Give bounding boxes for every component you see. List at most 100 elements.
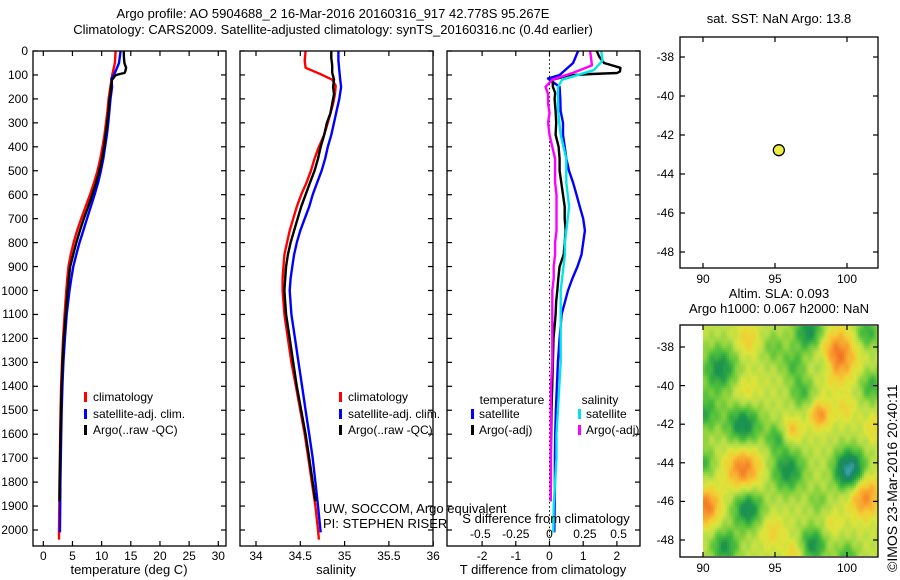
map-ytick-label: -40 xyxy=(656,89,674,103)
legend-marker-climatology xyxy=(84,392,87,402)
axes-box-sla xyxy=(679,324,879,558)
map-xtick-label: 95 xyxy=(768,272,782,286)
salinity-xtick-label: 35.5 xyxy=(377,549,401,563)
sdiff-xtick-label: -0.25 xyxy=(502,527,530,541)
tdiff-xtick-label: -2 xyxy=(476,549,488,563)
salinity-xlabel: salinity xyxy=(316,562,356,577)
depth-ytick-label: 1000 xyxy=(1,283,28,298)
legend-group-title-temperature: temperature xyxy=(479,393,545,407)
sla-ytick-label: -42 xyxy=(656,417,674,432)
temperature-xtick-label: 0 xyxy=(39,549,47,563)
map-ytick-label: -46 xyxy=(656,206,674,220)
curve-temperature_profile-argo---raw--qc- xyxy=(58,51,128,502)
legend-marker-argo--adj- xyxy=(471,425,474,435)
depth-ytick-label: 2000 xyxy=(1,523,28,537)
depth-ytick-label: 700 xyxy=(7,211,28,226)
temperature-xtick-label: 20 xyxy=(153,549,167,563)
map-ytick-label: -48 xyxy=(656,245,674,259)
annotation-pi: PI: STEPHEN RISER xyxy=(323,516,448,531)
imos-watermark: ©IMOS 23-Mar-2016 20:40:11 xyxy=(884,384,900,572)
legend-label-climatology: climatology xyxy=(93,390,154,404)
salinity-xtick-label: 35 xyxy=(337,549,352,563)
depth-ytick-label: 100 xyxy=(7,67,28,82)
salinity-xtick-label: 34 xyxy=(249,549,263,563)
temperature-xtick-label: 25 xyxy=(182,549,196,563)
legend-marker-satellite-adj--clim- xyxy=(339,408,342,419)
depth-ytick-label: 1600 xyxy=(1,427,28,442)
annotation-institution: UW, SOCCOM, Argo equivalent xyxy=(323,501,507,516)
temperature-xtick-label: 15 xyxy=(124,549,138,563)
map-xtick-label: 90 xyxy=(696,272,710,286)
depth-ytick-label: 200 xyxy=(7,91,28,106)
legend-marker-satellite-adj--clim- xyxy=(84,408,87,419)
tdiff-xtick-label: 0 xyxy=(546,549,553,563)
curve-diff-salinity-satellite xyxy=(552,51,604,533)
legend-label-argo--adj-: Argo(-adj) xyxy=(479,423,533,437)
sdiff-xtick-label: 0.25 xyxy=(573,527,597,541)
figure-title-line1: Argo profile: AO 5904688_2 16-Mar-2016 2… xyxy=(116,6,550,21)
sla-xtick-label: 90 xyxy=(696,561,710,575)
sla-ytick-label: -44 xyxy=(656,455,674,470)
depth-ytick-label: 600 xyxy=(7,187,28,202)
depth-ytick-label: 1800 xyxy=(1,475,28,490)
figure-title-line2: Climatology: CARS2009. Satellite-adjuste… xyxy=(73,22,593,37)
sla-title-line1: Altim. SLA: 0.093 xyxy=(728,286,830,301)
depth-ytick-label: 1400 xyxy=(1,379,28,394)
axes-box-map xyxy=(679,36,879,269)
legend-label-satellite-adj--clim-: satellite-adj. clim. xyxy=(93,406,186,421)
legend-marker-argo---raw--qc- xyxy=(339,425,342,435)
sdiff-xlabel: S difference from climatology xyxy=(462,511,630,526)
depth-ytick-label: 300 xyxy=(7,115,28,130)
sdiff-xtick-label: -0.5 xyxy=(470,527,491,541)
sla-ytick-label: -38 xyxy=(656,340,674,354)
map-ytick-label: -44 xyxy=(656,167,674,181)
legend-label-satellite-adj--clim-: satellite-adj. clim. xyxy=(348,406,441,421)
depth-ytick-label: 900 xyxy=(7,259,28,274)
tdiff-xtick-label: 1 xyxy=(579,549,587,563)
temperature-xtick-label: 10 xyxy=(94,549,109,563)
sla-ytick-label: -40 xyxy=(656,378,674,393)
map-title: sat. SST: NaN Argo: 13.8 xyxy=(706,11,852,26)
sla-heatmap-image xyxy=(703,326,878,556)
legend-label-satellite: satellite xyxy=(479,407,520,421)
tdiff-xtick-label: 2 xyxy=(613,549,621,563)
depth-ytick-label: 1200 xyxy=(1,331,28,346)
curve-diff-temperature-satellite xyxy=(546,51,587,533)
depth-ytick-label: 1900 xyxy=(1,499,28,514)
axes-box-p3 xyxy=(446,50,641,547)
curve-diff-salinity-argo--adj- xyxy=(544,51,594,502)
legend-label-argo--adj-: Argo(-adj) xyxy=(586,423,640,437)
legend-marker-climatology xyxy=(339,392,342,402)
legend-marker-argo--adj- xyxy=(578,425,581,435)
sla-ytick-label: -46 xyxy=(656,494,674,509)
sla-title-line2: Argo h1000: 0.067 h2000: NaN xyxy=(689,301,869,316)
axes-box-p1 xyxy=(32,50,227,547)
map-xtick-label: 100 xyxy=(836,272,858,286)
temperature-xtick-label: 30 xyxy=(211,549,225,563)
depth-ytick-label: 400 xyxy=(7,139,28,154)
legend-marker-satellite xyxy=(578,409,581,419)
depth-ytick-label: 1700 xyxy=(1,451,28,466)
sla-xtick-label: 100 xyxy=(836,561,858,575)
salinity-xtick-label: 36 xyxy=(426,549,440,563)
legend-group-title-salinity: salinity xyxy=(581,393,619,407)
legend-label-climatology: climatology xyxy=(348,390,409,404)
map-ytick-label: -38 xyxy=(656,50,674,64)
depth-ytick-label: 1100 xyxy=(2,307,28,322)
tdiff-xlabel: T difference from climatology xyxy=(459,562,627,577)
curve-salinity_profile-satellite-adj--clim- xyxy=(288,51,343,533)
curve-salinity_profile-argo---raw--qc- xyxy=(283,51,336,502)
legend-marker-satellite xyxy=(471,409,474,419)
sla-ytick-label: -48 xyxy=(656,533,674,547)
temperature-xlabel: temperature (deg C) xyxy=(70,562,188,577)
argo-float-position-marker xyxy=(772,144,785,157)
temperature-xtick-label: 5 xyxy=(69,549,76,563)
legend-label-satellite: satellite xyxy=(586,407,627,421)
legend-label-argo---raw--qc-: Argo(..raw -QC) xyxy=(348,423,433,437)
salinity-xtick-label: 34.5 xyxy=(288,549,312,563)
legend-marker-argo---raw--qc- xyxy=(84,425,87,435)
sla-xtick-label: 95 xyxy=(768,561,782,575)
sdiff-xtick-label: 0 xyxy=(546,527,553,541)
